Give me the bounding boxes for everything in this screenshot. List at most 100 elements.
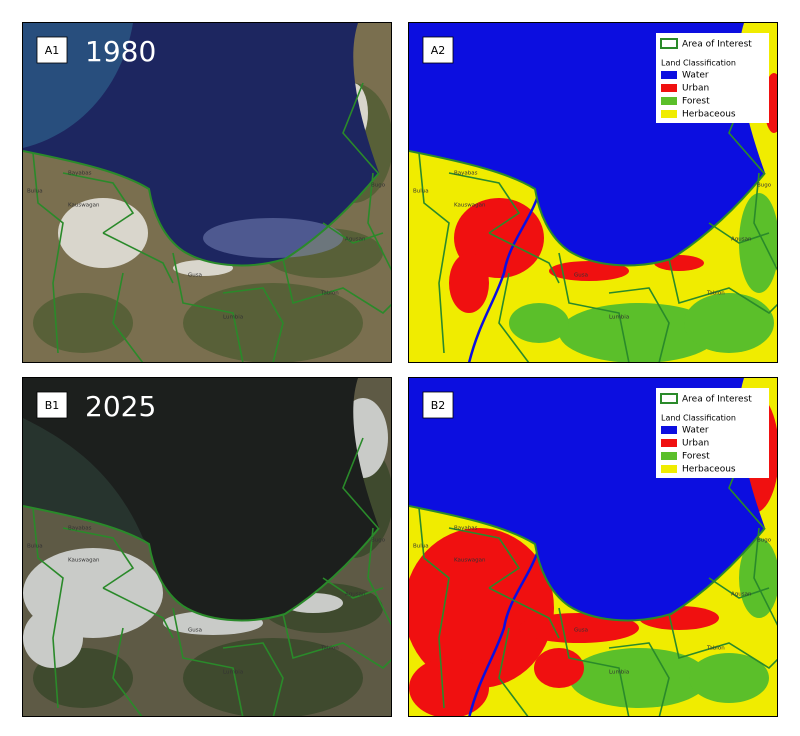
aoi-boundary bbox=[448, 527, 521, 589]
aoi-boundary bbox=[498, 272, 530, 362]
legend-swatch bbox=[661, 426, 677, 434]
river bbox=[467, 192, 541, 362]
coastline bbox=[23, 150, 380, 267]
aoi-boundary bbox=[322, 222, 384, 244]
place-name: Lumbia bbox=[223, 670, 243, 676]
legend-class: Urban bbox=[682, 439, 709, 449]
aoi-boundary bbox=[367, 172, 391, 271]
aoi-boundary bbox=[222, 287, 284, 362]
legend-class: Water bbox=[682, 71, 709, 81]
aoi-boundary bbox=[608, 287, 670, 362]
place-name: Bulua bbox=[413, 544, 429, 550]
forest bbox=[689, 653, 769, 703]
aoi-boundary bbox=[488, 587, 560, 639]
place-name: Bayabas bbox=[68, 171, 92, 177]
aoi-boundary bbox=[708, 577, 770, 599]
legend-aoi-swatch bbox=[660, 38, 678, 49]
aoi-boundary bbox=[282, 258, 391, 315]
sea bbox=[23, 378, 379, 621]
aoi-boundary bbox=[62, 172, 135, 234]
panel-label: B2 bbox=[431, 399, 446, 412]
legend-swatch bbox=[661, 71, 677, 79]
aoi-boundary bbox=[708, 222, 770, 244]
urban bbox=[534, 648, 584, 688]
urban bbox=[449, 253, 489, 313]
place-name: Agusan bbox=[731, 237, 752, 243]
urban bbox=[549, 261, 629, 281]
legend-swatch bbox=[661, 84, 677, 92]
place-name: Bayabas bbox=[454, 526, 478, 532]
aoi-boundary bbox=[753, 527, 777, 626]
place-name: Kauswagan bbox=[68, 203, 100, 209]
panel-b1: Bayabas Kauswagan Bulua Gusa Agusan Tablon Bug… bbox=[22, 377, 392, 717]
aoi-boundary bbox=[102, 232, 174, 284]
aoi-boundary bbox=[112, 627, 143, 716]
panel-label-box bbox=[422, 391, 454, 419]
forest bbox=[684, 293, 774, 353]
place-name: Bulua bbox=[413, 189, 429, 195]
aoi-boundary bbox=[112, 272, 144, 362]
panel-label-box bbox=[36, 36, 68, 64]
place-name: Bayabas bbox=[454, 171, 478, 177]
aoi-boundary bbox=[558, 607, 630, 716]
panel-label: B1 bbox=[45, 399, 60, 412]
place-name: Bulua bbox=[27, 189, 43, 195]
aoi-boundary bbox=[102, 587, 174, 639]
legend-class: Herbaceous bbox=[682, 465, 736, 475]
river bbox=[468, 547, 541, 716]
place-name: Tablon bbox=[706, 291, 725, 297]
legend-aoi: Area of Interest bbox=[682, 395, 752, 405]
aoi-boundary bbox=[608, 642, 670, 716]
legend-swatch bbox=[661, 439, 677, 447]
place-name: Kauswagan bbox=[68, 558, 100, 564]
place-name: Lumbia bbox=[609, 315, 629, 321]
place-name: Agusan bbox=[345, 592, 366, 598]
aoi-boundary bbox=[32, 152, 64, 354]
legend-aoi: Area of Interest bbox=[682, 40, 752, 50]
place-name: Bugo bbox=[371, 183, 386, 189]
panel-a2: Bayabas Kauswagan Bulua Gusa Agusan Tablon Bug… bbox=[408, 22, 778, 363]
vegetation bbox=[183, 283, 363, 362]
panel-label-box bbox=[422, 36, 454, 64]
legend-title: Land Classification bbox=[661, 414, 736, 423]
forest bbox=[739, 538, 777, 618]
vegetation bbox=[183, 638, 363, 716]
legend-class: Forest bbox=[682, 97, 710, 107]
place-name: Bugo bbox=[757, 183, 772, 189]
panel-label: A2 bbox=[431, 44, 446, 57]
year: 1980 bbox=[85, 35, 156, 68]
legend-swatch bbox=[661, 465, 677, 473]
place-name: Gusa bbox=[574, 273, 588, 279]
aoi-boundary bbox=[32, 507, 64, 709]
coastline bbox=[409, 150, 766, 267]
aoi-boundary bbox=[668, 258, 777, 315]
panel-a1: Bayabas Kauswagan Bulua Gusa Agusan Tablon Bug… bbox=[22, 22, 392, 363]
place-name: Kauswagan bbox=[454, 203, 486, 209]
place-name: Tablon bbox=[706, 646, 725, 652]
place-name: Bugo bbox=[757, 538, 772, 544]
panel-b2: Bayabas Kauswagan Bulua Gusa Agusan Tablon Bug… bbox=[408, 377, 778, 717]
place-name: Agusan bbox=[345, 237, 366, 243]
forest bbox=[739, 193, 777, 293]
coastline bbox=[409, 505, 766, 622]
aoi-boundary bbox=[498, 627, 529, 716]
legend-title: Land Classification bbox=[661, 59, 736, 68]
coastline bbox=[23, 505, 380, 622]
aoi-boundary bbox=[322, 577, 384, 599]
aoi-boundary bbox=[342, 82, 379, 174]
legend-swatch bbox=[661, 97, 677, 105]
aoi-boundary bbox=[172, 252, 244, 362]
sea bbox=[23, 23, 379, 266]
aoi-boundary bbox=[488, 232, 560, 284]
aoi-boundary bbox=[342, 437, 379, 529]
place-name: Bulua bbox=[27, 544, 43, 550]
aoi-boundary bbox=[62, 527, 135, 589]
legend-swatch bbox=[661, 452, 677, 460]
place-name: Gusa bbox=[188, 628, 202, 634]
place-name: Gusa bbox=[188, 273, 202, 279]
aoi-boundary bbox=[418, 507, 450, 709]
place-name: Tablon bbox=[320, 646, 339, 652]
cloud bbox=[203, 218, 343, 258]
aoi-boundary bbox=[668, 613, 777, 670]
